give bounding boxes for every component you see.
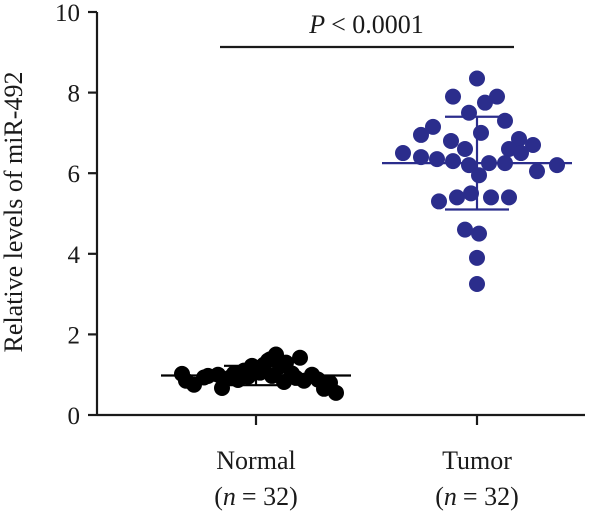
data-point (210, 366, 226, 383)
x-category-label: Tumor (442, 446, 512, 475)
data-point (429, 151, 445, 168)
data-point (463, 185, 479, 202)
data-point (511, 130, 527, 147)
paren-close: ) (289, 482, 298, 511)
data-point (328, 384, 344, 401)
paren-open: ( (214, 482, 223, 511)
y-tick-label: 4 (68, 242, 81, 269)
y-tick-label: 6 (68, 161, 81, 188)
data-point (549, 157, 565, 174)
y-tick-label: 10 (55, 0, 80, 27)
data-point (469, 276, 485, 293)
data-point (501, 141, 517, 158)
y-tick-label: 0 (68, 403, 81, 430)
p-value-label: P < 0.0001 (308, 10, 424, 39)
data-point (461, 104, 477, 121)
x-category-label: Normal (216, 446, 295, 475)
data-points (174, 70, 565, 401)
significance-annotation: P < 0.0001 (220, 10, 514, 49)
data-point (292, 349, 308, 366)
p-value-text: < 0.0001 (331, 10, 424, 39)
p-symbol: P (308, 10, 325, 39)
n-symbol: n (444, 482, 457, 511)
data-point (513, 145, 529, 162)
paren-close: ) (510, 482, 519, 511)
n-value: = 32 (242, 482, 289, 511)
x-axis-categories: Normal(n = 32)Tumor(n = 32) (214, 415, 519, 511)
paren-open: ( (435, 482, 444, 511)
data-point (395, 145, 411, 162)
data-point (469, 249, 485, 266)
data-point (431, 193, 447, 210)
data-point (501, 189, 517, 206)
data-point (445, 153, 461, 170)
data-point (457, 141, 473, 158)
y-tick-label: 2 (68, 322, 81, 349)
data-point (497, 112, 513, 129)
n-symbol: n (223, 482, 236, 511)
data-point (473, 124, 489, 141)
data-point (443, 132, 459, 149)
data-point (449, 189, 465, 206)
y-axis-ticks: 0 2 4 6 8 10 (55, 0, 97, 430)
data-point (457, 221, 473, 238)
data-point (469, 70, 485, 87)
data-point (471, 225, 487, 242)
data-point (413, 149, 429, 166)
data-point (481, 155, 497, 172)
data-point (525, 136, 541, 153)
data-point (489, 88, 505, 105)
error-bars (161, 115, 572, 387)
data-point (497, 155, 513, 172)
data-point (425, 118, 441, 135)
data-point (477, 94, 493, 111)
data-point (445, 88, 461, 105)
data-point (483, 189, 499, 206)
data-point (529, 163, 545, 180)
data-point (461, 157, 477, 174)
x-category-n: (n = 32) (214, 482, 298, 511)
x-category-n: (n = 32) (435, 482, 519, 511)
y-axis-title: Relative levels of miR-492 (0, 72, 28, 353)
n-value: = 32 (463, 482, 510, 511)
data-point (471, 167, 487, 184)
y-tick-label: 8 (68, 81, 81, 108)
data-point (413, 126, 429, 143)
